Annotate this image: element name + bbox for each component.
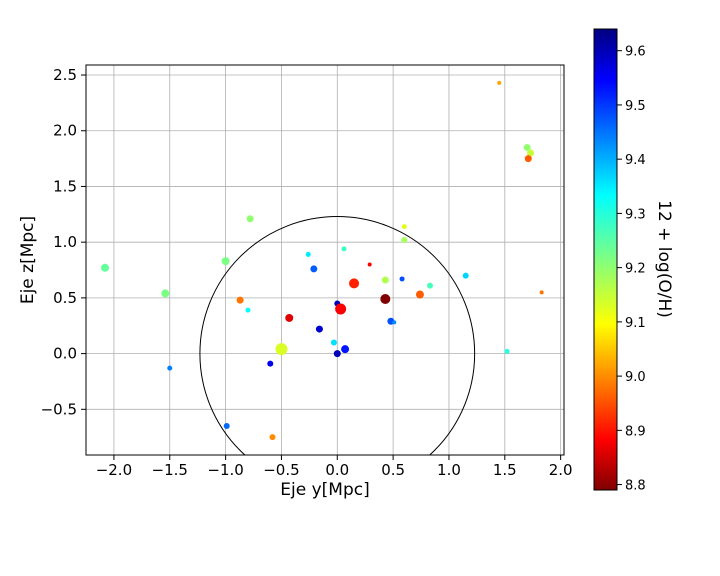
data-point: [524, 155, 532, 163]
data-point: [504, 348, 510, 354]
y-tick-label: 0.0: [53, 345, 77, 363]
data-point: [380, 294, 391, 304]
data-point: [523, 143, 531, 151]
data-point: [310, 265, 318, 273]
data-point: [526, 149, 534, 157]
x-axis: −2.0 −1.5 −1.0 −0.5 0.0 0.5 1.0 1.5 2.0: [96, 455, 573, 479]
x-tick-label: 0.0: [325, 461, 349, 479]
data-point: [381, 276, 389, 284]
data-point: [275, 343, 288, 356]
x-tick-label: −0.5: [263, 461, 299, 479]
colorbar-tick-label: 8.9: [625, 424, 646, 439]
data-point: [267, 360, 274, 367]
colorbar: [593, 28, 618, 491]
data-point: [285, 313, 294, 322]
y-tick-label: 2.5: [53, 66, 77, 84]
colorbar-label: 12 + log(O/H): [654, 200, 674, 318]
colorbar-tick-label: 9.3: [625, 207, 646, 222]
data-point: [341, 345, 350, 354]
data-points: [100, 80, 544, 441]
data-point: [426, 282, 433, 289]
colorbar-tick-label: 9.0: [625, 370, 646, 385]
x-tick-label: −2.0: [96, 461, 132, 479]
data-point: [335, 303, 347, 315]
colorbar-tick-label: 9.6: [625, 45, 646, 60]
data-point: [236, 296, 244, 304]
colorbar-label-text: 12 + log(O/H): [654, 200, 674, 318]
data-point: [392, 320, 397, 325]
data-point: [497, 80, 502, 85]
colorbar-tick-label: 9.5: [625, 99, 646, 114]
y-tick-label: 1.5: [53, 177, 77, 195]
y-tick-label: −0.5: [41, 400, 77, 418]
colorbar-tick-label: 9.1: [625, 316, 646, 331]
data-point: [341, 246, 347, 252]
data-point: [246, 215, 254, 223]
data-point: [401, 236, 408, 243]
data-point: [401, 224, 407, 230]
colorbar-tick-label: 8.8: [625, 479, 646, 494]
data-point: [349, 278, 360, 289]
data-point: [399, 276, 405, 282]
x-tick-label: 1.0: [437, 461, 461, 479]
colorbar-axis: 8.8 8.9 9.0 9.1 9.2 9.3 9.4 9.5 9.6: [617, 45, 646, 494]
data-point: [161, 289, 170, 298]
x-tick-label: 2.0: [549, 461, 573, 479]
data-point: [245, 307, 251, 313]
data-point: [330, 339, 337, 346]
x-axis-label: Eje y[Mpc]: [280, 480, 369, 500]
x-tick-label: 1.5: [493, 461, 517, 479]
data-point: [100, 263, 109, 272]
data-point: [539, 290, 544, 295]
colorbar-tick-label: 9.4: [625, 153, 646, 168]
y-tick-label: 1.0: [53, 233, 77, 251]
y-axis-label: Eje z[Mpc]: [18, 216, 38, 304]
colorbar-tick-label: 9.2: [625, 262, 646, 277]
x-tick-label: −1.5: [152, 461, 188, 479]
y-tick-label: 0.5: [53, 289, 77, 307]
y-axis: −0.5 0.0 0.5 1.0 1.5 2.0 2.5: [41, 66, 86, 418]
data-point: [167, 365, 173, 371]
data-point: [415, 290, 424, 299]
data-point: [315, 325, 323, 333]
x-tick-label: 0.5: [381, 461, 405, 479]
data-point: [269, 434, 276, 441]
x-tick-label: −1.0: [207, 461, 243, 479]
reference-circle: [199, 216, 476, 455]
data-point: [462, 272, 469, 279]
plot-frame: [85, 64, 565, 456]
data-point: [305, 251, 311, 257]
reference-circle-layer: [199, 216, 476, 455]
data-point: [223, 423, 230, 430]
data-point: [367, 262, 372, 267]
data-point: [221, 257, 230, 266]
y-tick-label: 2.0: [53, 122, 77, 140]
data-point: [333, 350, 341, 358]
grid-lines: [86, 65, 564, 455]
